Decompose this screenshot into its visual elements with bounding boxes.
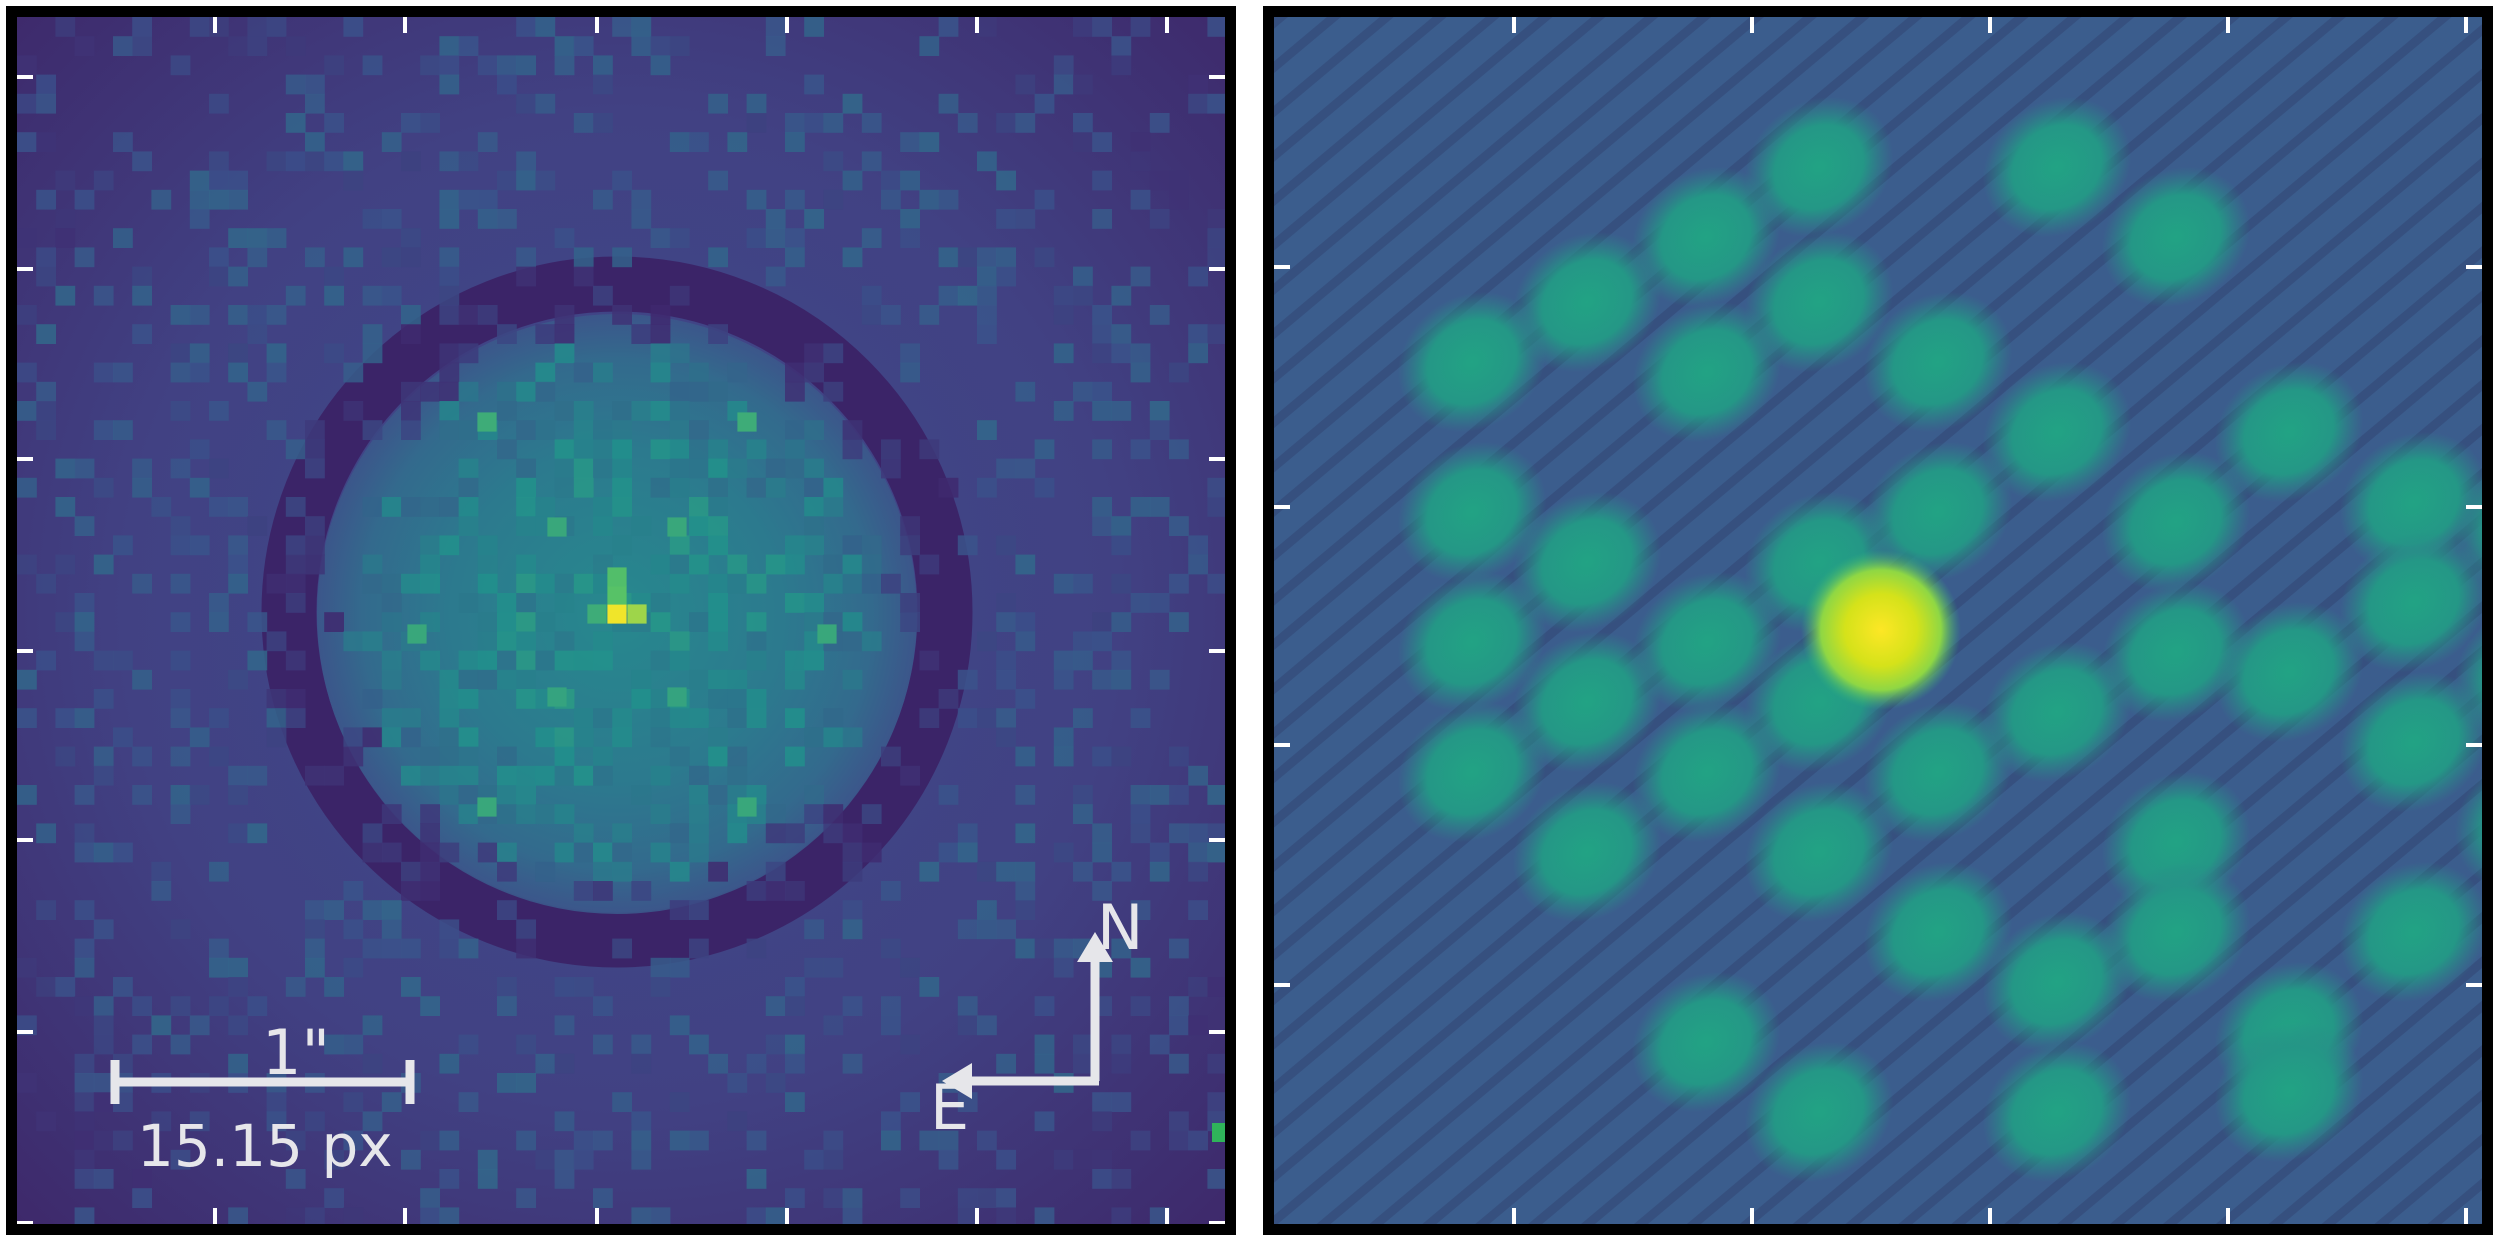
compass-east-label: E [930,1071,970,1144]
compass-north-label: N [1097,891,1144,964]
scale-bar [110,1060,415,1104]
scale-bar-label-arcsec: 1" [262,1016,330,1089]
scale-bar-label-pixels: 15.15 px [137,1112,393,1180]
observed-image-panel: 1" 15.15 px N E [6,6,1236,1235]
central-peak [1801,550,1961,710]
compass-arrows [942,932,1113,1099]
pixel-grid [17,17,1225,1224]
axis-ticks [17,17,1225,1224]
axis-ticks [1274,17,2482,1224]
model-image-panel [1263,6,2493,1235]
model-image [1274,17,2482,1224]
observed-image [17,17,1225,1224]
interference-spots [1397,96,2482,1183]
